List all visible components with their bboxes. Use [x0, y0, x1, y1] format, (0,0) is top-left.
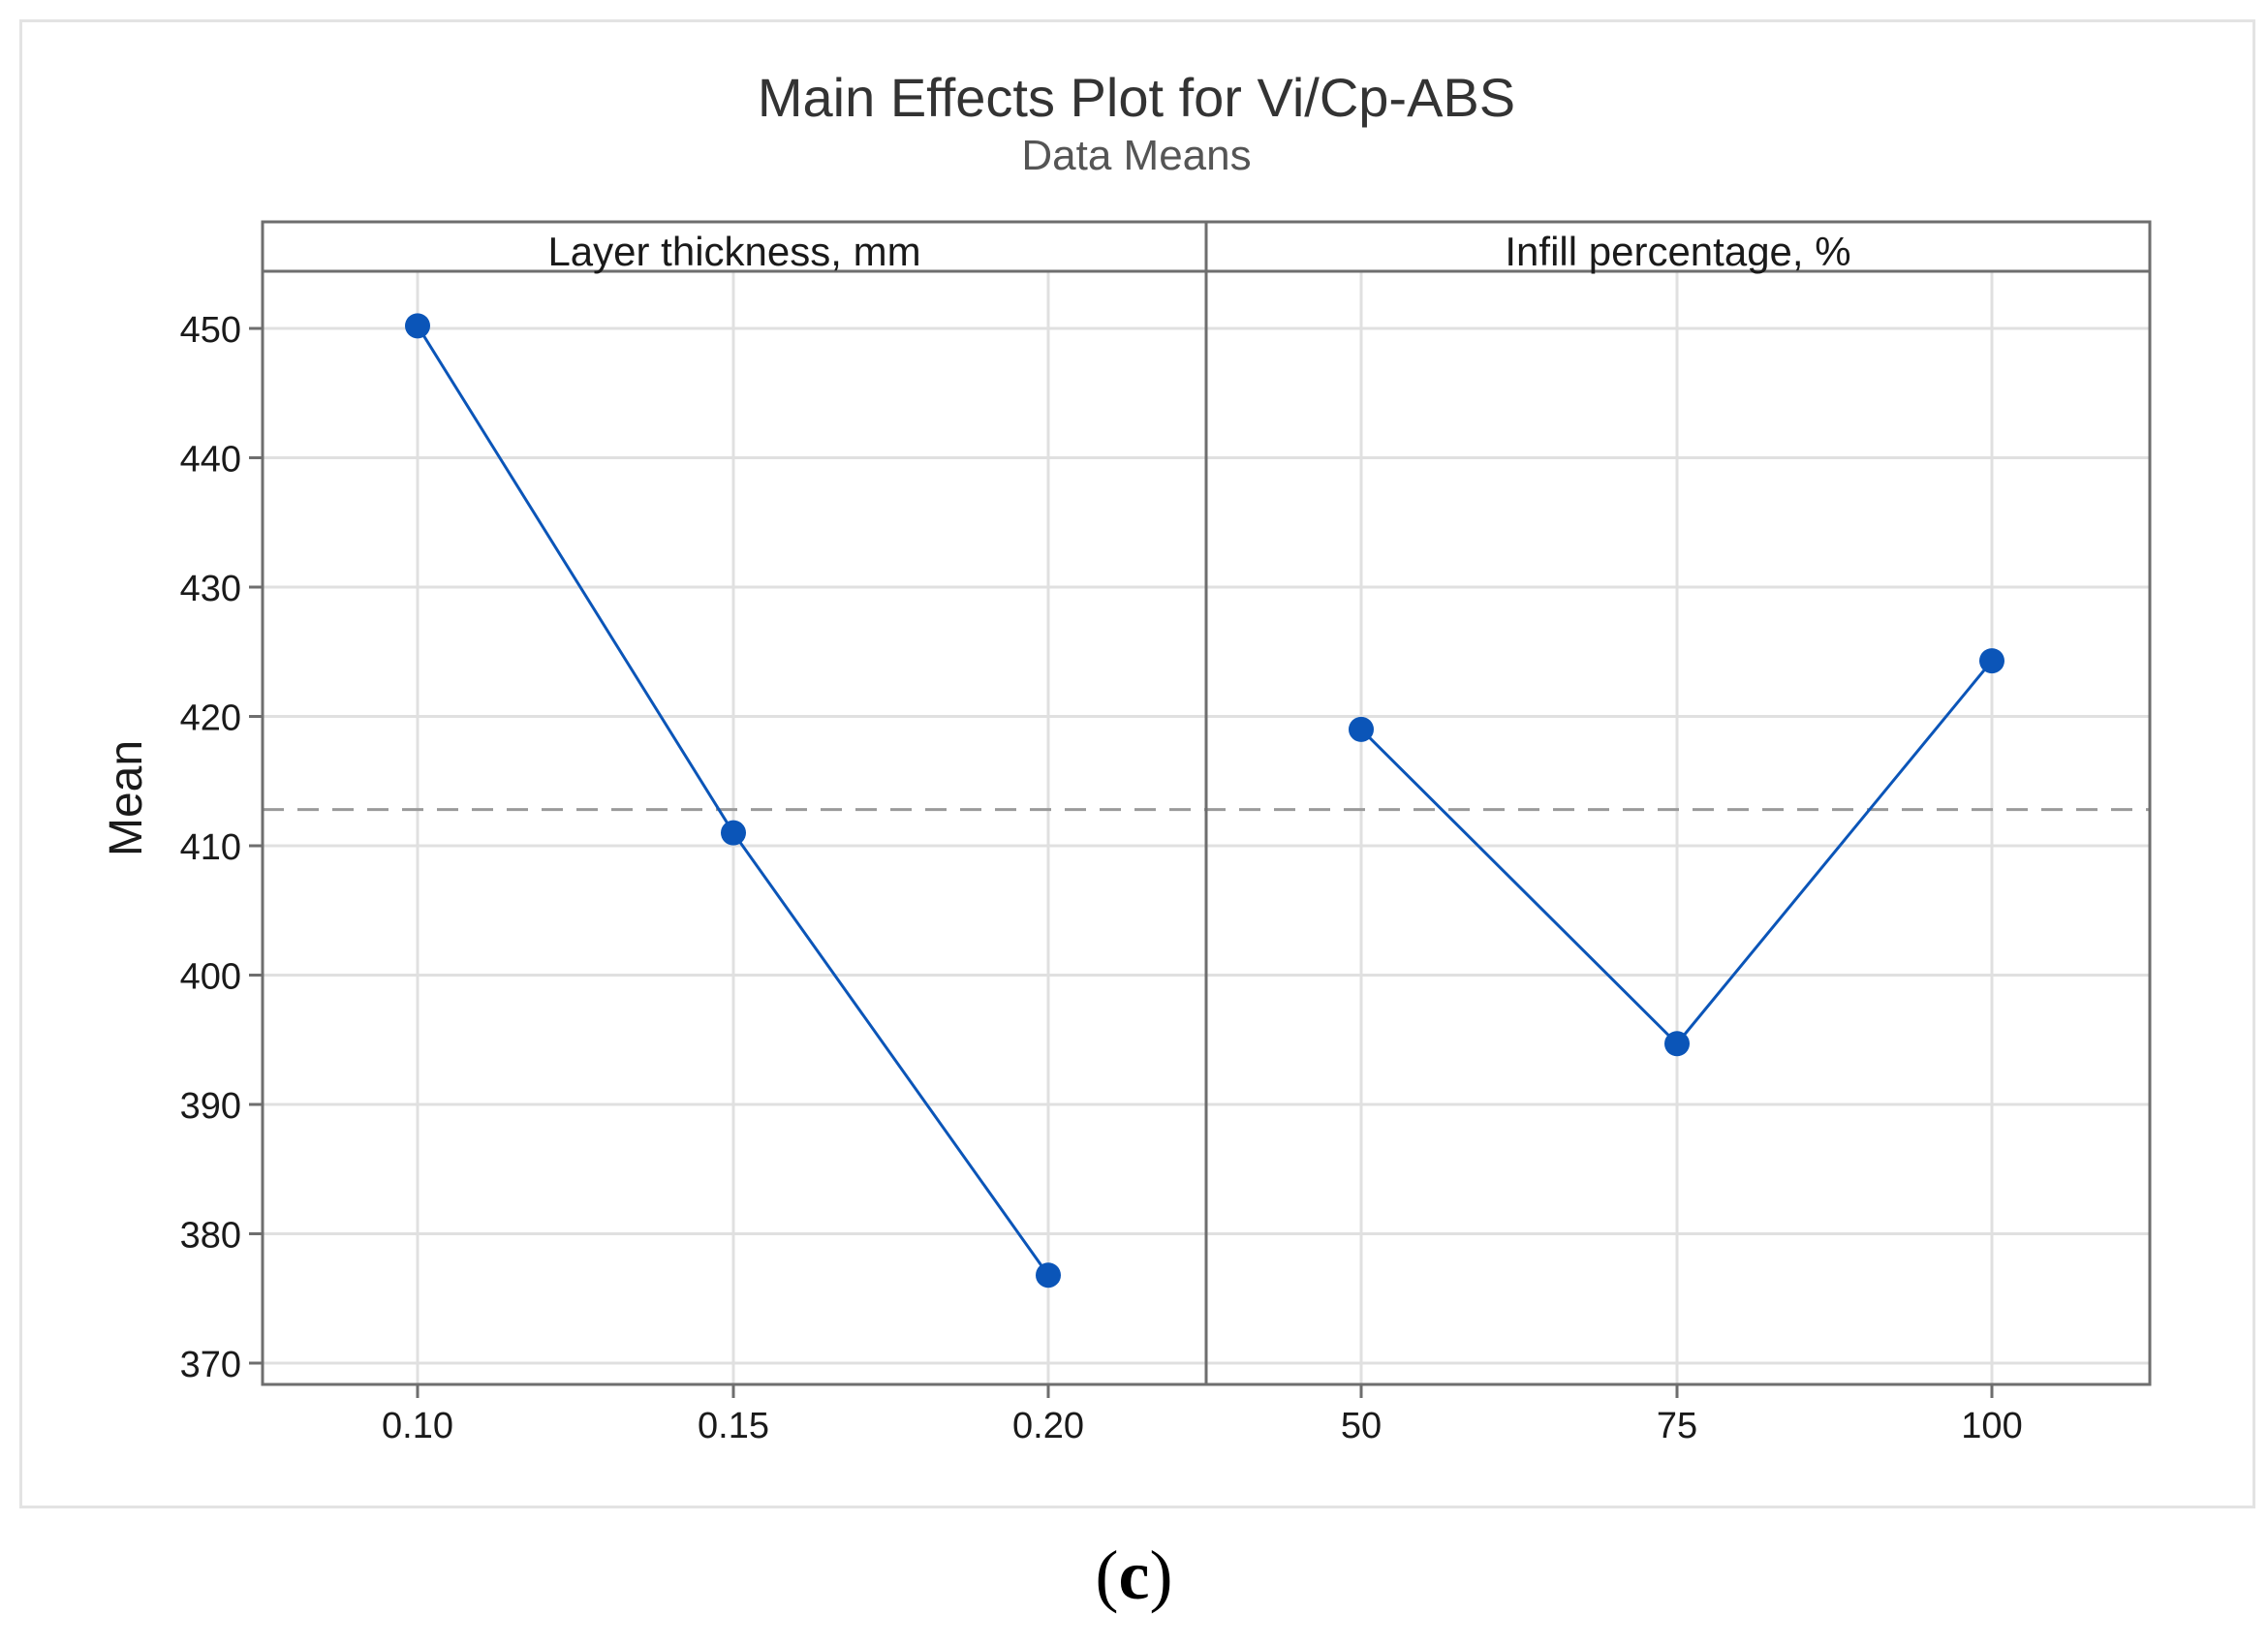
chart-frame — [19, 19, 2255, 1508]
y-tick-label: 430 — [180, 569, 241, 609]
data-point — [721, 820, 746, 846]
y-tick-label: 380 — [180, 1216, 241, 1257]
caption-letter: c — [1118, 1537, 1150, 1614]
data-point — [1349, 716, 1374, 742]
panel-frames: Layer thickness, mm Infill percentage, % — [261, 220, 2152, 1386]
figure-caption: (c) — [0, 1536, 2268, 1616]
series-group — [405, 313, 2004, 1289]
axis-ticks: 370 380 390 400 410 420 430 440 450 0.10 0.15 0.20 5… — [180, 310, 2023, 1446]
x-tick-label: 0.10 — [382, 1406, 453, 1446]
y-tick-label: 410 — [180, 827, 241, 868]
y-axis-label: Mean — [101, 740, 152, 856]
y-tick-label: 390 — [180, 1086, 241, 1127]
x-tick-label: 50 — [1341, 1406, 1382, 1446]
gridlines — [263, 271, 2150, 1384]
x-tick-label: 0.20 — [1012, 1406, 1084, 1446]
y-tick-label: 450 — [180, 310, 241, 351]
panel-header-label: Layer thickness, mm — [547, 229, 920, 274]
y-tick-label: 440 — [180, 440, 241, 481]
chart-title: Main Effects Plot for Vi/Cp-ABS — [758, 67, 1515, 128]
y-tick-label: 370 — [180, 1345, 241, 1385]
data-point — [1979, 648, 2004, 674]
x-tick-label: 75 — [1657, 1406, 1697, 1446]
x-tick-label: 100 — [1961, 1406, 2022, 1446]
caption-close-paren: ) — [1149, 1537, 1173, 1614]
panel-header-label: Infill percentage, % — [1505, 229, 1850, 274]
y-tick-label: 400 — [180, 957, 241, 998]
data-point — [1036, 1262, 1061, 1289]
data-point — [1664, 1031, 1690, 1057]
caption-open-paren: ( — [1095, 1537, 1119, 1614]
y-tick-label: 420 — [180, 699, 241, 739]
data-point — [405, 313, 430, 339]
chart-subtitle: Data Means — [1021, 132, 1251, 179]
x-tick-label: 0.15 — [698, 1406, 769, 1446]
